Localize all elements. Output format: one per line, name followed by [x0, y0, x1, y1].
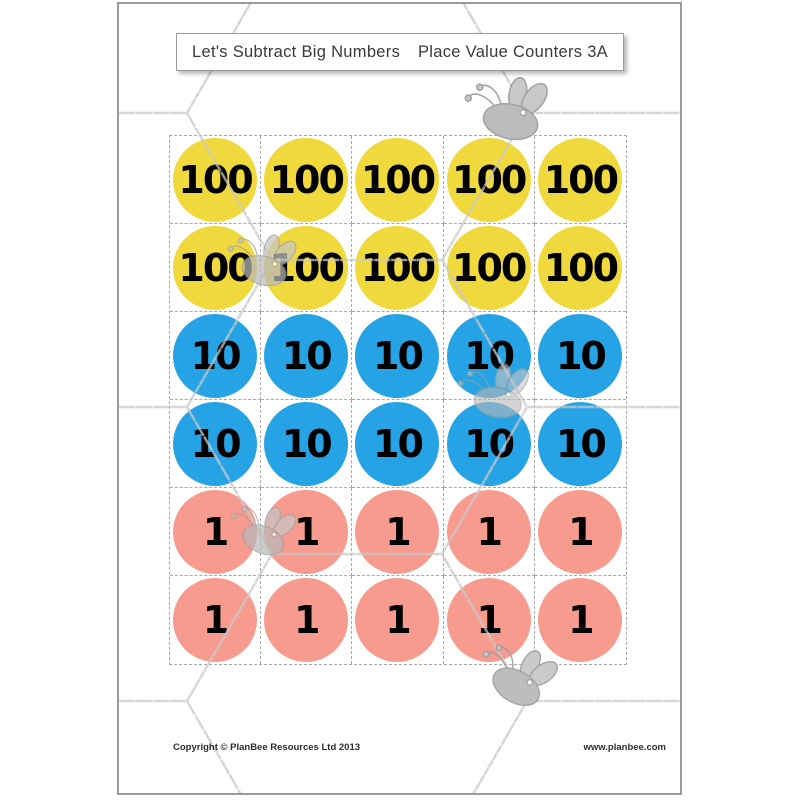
- counter-ones: 1: [173, 489, 258, 574]
- counter-ones: 1: [446, 578, 531, 662]
- counter-cell: 100: [261, 136, 353, 224]
- counter-cell: 100: [534, 136, 626, 224]
- counter-tens: 10: [264, 401, 349, 486]
- counter-cell: 10: [170, 400, 262, 488]
- counter-ones: 1: [264, 489, 349, 574]
- counter-tens: 10: [538, 401, 623, 486]
- counter-hundreds: 100: [264, 137, 349, 222]
- counter-tens: 10: [355, 401, 440, 486]
- counter-cell: 100: [170, 224, 262, 312]
- counter-cell: 10: [443, 400, 535, 488]
- counter-ones: 1: [355, 489, 440, 574]
- counter-tens: 10: [538, 313, 623, 398]
- copyright-text: Copyright © PlanBee Resources Ltd 2013: [173, 742, 361, 753]
- counter-cell: 10: [352, 400, 444, 488]
- worksheet-subtitle: Place Value Counters 3A: [417, 42, 608, 61]
- counter-hundreds: 100: [355, 137, 440, 222]
- counter-cell: 10: [170, 312, 262, 400]
- counter-cell: 100: [534, 224, 626, 312]
- counter-cell: 10: [534, 312, 626, 400]
- counter-tens: 10: [446, 401, 531, 486]
- counter-cell: 1: [261, 576, 353, 664]
- counter-cell: 1: [444, 576, 535, 664]
- counter-cell: 10: [443, 312, 535, 400]
- counter-cell: 10: [534, 400, 626, 488]
- counter-ones: 1: [264, 578, 349, 662]
- counter-cell: 1: [443, 488, 535, 576]
- counter-cell: 100: [352, 224, 444, 312]
- website-link: www.planbee.com: [583, 742, 666, 753]
- counter-tens: 10: [264, 313, 349, 398]
- counter-hundreds: 100: [538, 137, 623, 222]
- counter-tens: 10: [173, 401, 258, 486]
- counter-hundreds: 100: [446, 225, 531, 310]
- counter-ones: 1: [173, 578, 258, 662]
- counter-tens: 10: [355, 313, 440, 398]
- counter-cell: 10: [352, 312, 444, 400]
- counter-cell: 100: [352, 136, 444, 224]
- counters-grid: 100 100 100 100 100 100 100 100 100 100 10 10 10 10 10…: [169, 135, 627, 665]
- counter-cell: 1: [170, 488, 262, 576]
- counter-cell: 1: [352, 576, 444, 664]
- worksheet-page: Let's Subtract Big Numbers Place Value C…: [117, 2, 682, 795]
- counter-cell: 100: [443, 136, 535, 224]
- counter-ones: 1: [538, 578, 623, 662]
- counter-cell: 1: [170, 576, 262, 664]
- worksheet-title: Let's Subtract Big Numbers: [192, 42, 401, 61]
- counter-tens: 10: [446, 313, 531, 398]
- counter-ones: 1: [538, 489, 623, 574]
- counter-cell: 1: [261, 488, 353, 576]
- counter-cell: 1: [535, 576, 626, 664]
- counter-hundreds: 100: [538, 225, 623, 310]
- counter-cell: 100: [261, 224, 353, 312]
- counter-hundreds: 100: [173, 225, 258, 310]
- counter-hundreds: 100: [264, 225, 349, 310]
- counter-cell: 10: [261, 400, 353, 488]
- counter-cell: 10: [261, 312, 353, 400]
- counter-tens: 10: [173, 313, 258, 398]
- counter-cell: 100: [443, 224, 535, 312]
- header-box: Let's Subtract Big Numbers Place Value C…: [176, 33, 624, 71]
- counter-hundreds: 100: [355, 225, 440, 310]
- counter-cell: 100: [170, 136, 262, 224]
- counter-cell: 1: [534, 488, 626, 576]
- counter-ones: 1: [446, 489, 531, 574]
- counter-ones: 1: [355, 578, 440, 662]
- counter-hundreds: 100: [173, 137, 258, 222]
- counter-hundreds: 100: [446, 137, 531, 222]
- counter-cell: 1: [352, 488, 444, 576]
